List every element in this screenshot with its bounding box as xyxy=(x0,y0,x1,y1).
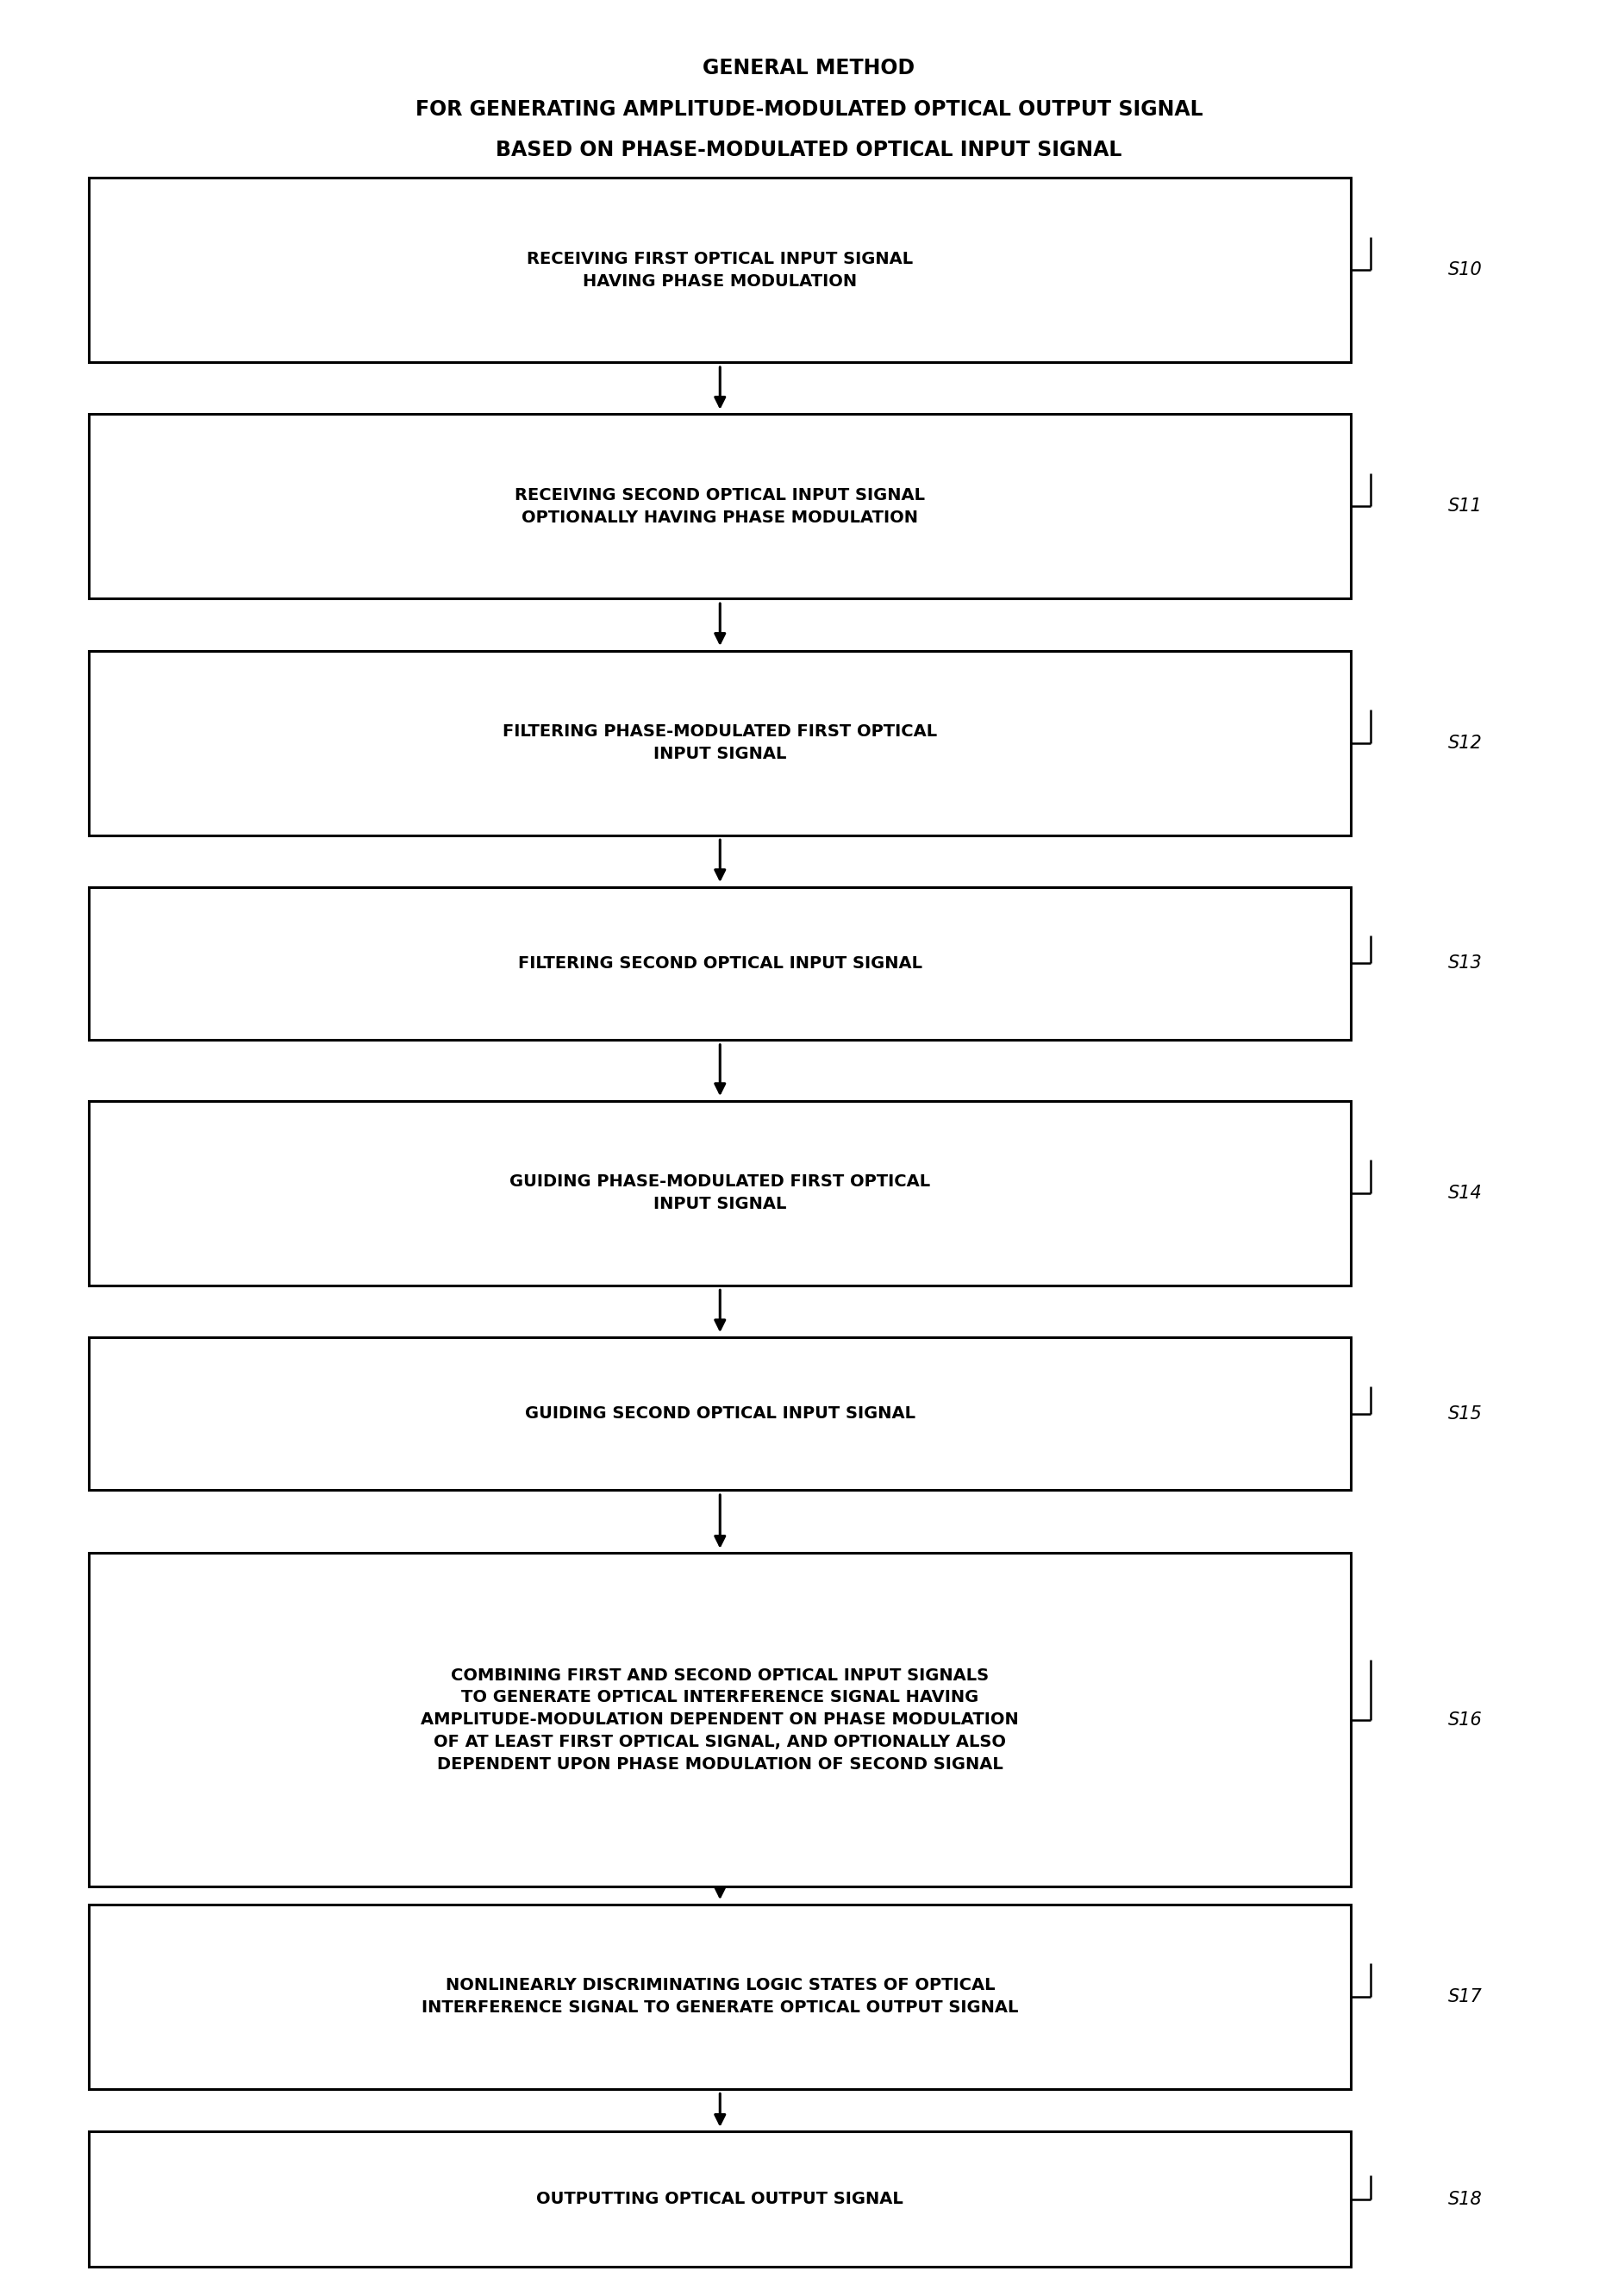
Text: S14: S14 xyxy=(1448,1185,1482,1201)
Text: S11: S11 xyxy=(1448,498,1482,514)
Bar xyxy=(89,177,1351,363)
Text: GENERAL METHOD: GENERAL METHOD xyxy=(702,57,916,78)
Bar xyxy=(89,1903,1351,2089)
Text: BASED ON PHASE-MODULATED OPTICAL INPUT SIGNAL: BASED ON PHASE-MODULATED OPTICAL INPUT S… xyxy=(497,140,1121,161)
Text: S13: S13 xyxy=(1448,955,1482,971)
Text: S17: S17 xyxy=(1448,1988,1482,2004)
Text: RECEIVING FIRST OPTICAL INPUT SIGNAL
HAVING PHASE MODULATION: RECEIVING FIRST OPTICAL INPUT SIGNAL HAV… xyxy=(527,250,913,289)
Text: GUIDING PHASE-MODULATED FIRST OPTICAL
INPUT SIGNAL: GUIDING PHASE-MODULATED FIRST OPTICAL IN… xyxy=(510,1173,930,1212)
Text: RECEIVING SECOND OPTICAL INPUT SIGNAL
OPTIONALLY HAVING PHASE MODULATION: RECEIVING SECOND OPTICAL INPUT SIGNAL OP… xyxy=(515,487,925,526)
Bar xyxy=(89,2131,1351,2266)
Bar xyxy=(89,1100,1351,1286)
Bar xyxy=(89,1552,1351,1887)
Text: NONLINEARLY DISCRIMINATING LOGIC STATES OF OPTICAL
INTERFERENCE SIGNAL TO GENERA: NONLINEARLY DISCRIMINATING LOGIC STATES … xyxy=(422,1977,1018,2016)
Bar xyxy=(89,1336,1351,1490)
Text: S10: S10 xyxy=(1448,262,1482,278)
Bar xyxy=(89,650,1351,836)
Text: S16: S16 xyxy=(1448,1711,1482,1729)
Text: FOR GENERATING AMPLITUDE-MODULATED OPTICAL OUTPUT SIGNAL: FOR GENERATING AMPLITUDE-MODULATED OPTIC… xyxy=(416,99,1202,119)
Text: S18: S18 xyxy=(1448,2190,1482,2209)
Bar xyxy=(89,886,1351,1040)
Text: COMBINING FIRST AND SECOND OPTICAL INPUT SIGNALS
TO GENERATE OPTICAL INTERFERENC: COMBINING FIRST AND SECOND OPTICAL INPUT… xyxy=(421,1667,1019,1773)
Text: S15: S15 xyxy=(1448,1405,1482,1421)
Text: FILTERING PHASE-MODULATED FIRST OPTICAL
INPUT SIGNAL: FILTERING PHASE-MODULATED FIRST OPTICAL … xyxy=(503,723,937,762)
Text: S12: S12 xyxy=(1448,735,1482,751)
Text: OUTPUTTING OPTICAL OUTPUT SIGNAL: OUTPUTTING OPTICAL OUTPUT SIGNAL xyxy=(537,2190,903,2206)
Text: GUIDING SECOND OPTICAL INPUT SIGNAL: GUIDING SECOND OPTICAL INPUT SIGNAL xyxy=(524,1405,916,1421)
Text: FILTERING SECOND OPTICAL INPUT SIGNAL: FILTERING SECOND OPTICAL INPUT SIGNAL xyxy=(518,955,922,971)
Bar xyxy=(89,413,1351,599)
